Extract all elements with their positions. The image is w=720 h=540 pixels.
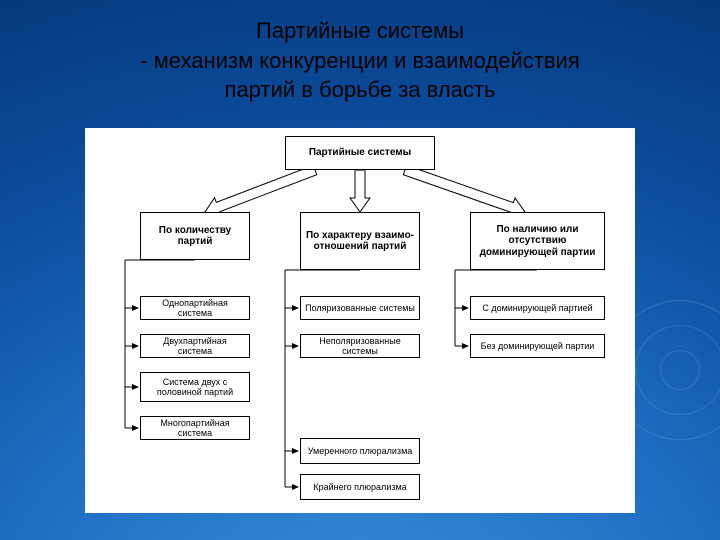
title-line-2: - механизм конкуренции и взаимодействия bbox=[0, 46, 720, 76]
diagram-leaf-box: Двухпартийная система bbox=[140, 334, 250, 358]
diagram-leaf-box: Крайнего плюрализма bbox=[300, 474, 420, 500]
diagram-container: Партийные системы По количеству партий По … bbox=[85, 128, 635, 513]
diagram-leaf-box: С доминирующей партией bbox=[470, 296, 605, 320]
diagram-leaf-box: Однопартийная система bbox=[140, 296, 250, 320]
diagram-leaf-box: Неполяризованные системы bbox=[300, 334, 420, 358]
title-line-1: Партийные системы bbox=[0, 16, 720, 46]
diagram-leaf-box: Поляризованные системы bbox=[300, 296, 420, 320]
diagram-category-box: По характеру взаимо-отношений партий bbox=[300, 212, 420, 270]
diagram-root-box: Партийные системы bbox=[285, 136, 435, 170]
diagram-category-box: По наличию или отсутствию доминирующей п… bbox=[470, 212, 605, 270]
diagram-leaf-box: Система двух с половиной партий bbox=[140, 372, 250, 402]
diagram-leaf-box: Без доминирующей партии bbox=[470, 334, 605, 358]
diagram-leaf-box: Многопартийная система bbox=[140, 416, 250, 440]
diagram-leaf-box: Умеренного плюрализма bbox=[300, 438, 420, 464]
title-line-3: партий в борьбе за власть bbox=[0, 75, 720, 105]
diagram-category-box: По количеству партий bbox=[140, 212, 250, 260]
slide-title: Партийные системы - механизм конкуренции… bbox=[0, 16, 720, 105]
